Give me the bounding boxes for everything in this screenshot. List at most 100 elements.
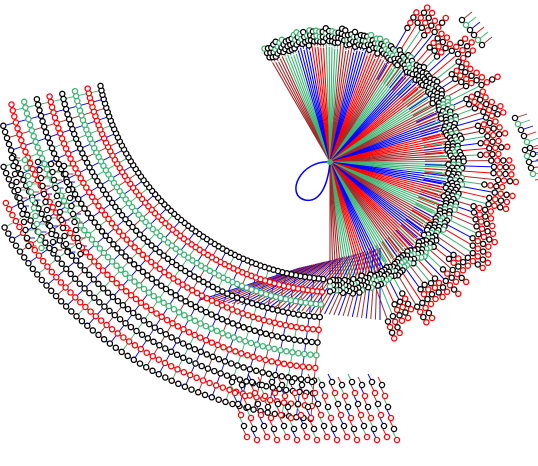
leaf-node [470, 31, 478, 39]
leaf-node [202, 322, 210, 330]
leaf-node [479, 264, 486, 272]
leaf-node [298, 381, 306, 389]
leaf-node [108, 326, 116, 333]
leaf-node [462, 21, 470, 29]
leaf-node [184, 284, 191, 291]
leaf-node [91, 219, 98, 226]
leaf-node [300, 312, 308, 319]
leaf-node [304, 325, 311, 332]
leaf-node [472, 216, 479, 223]
leaf-node [394, 324, 401, 331]
leaf-node [399, 290, 406, 297]
leaf-node [506, 177, 514, 185]
leaf-node [74, 234, 81, 242]
leaf-node [459, 267, 467, 274]
leaf-node [490, 163, 498, 171]
leaf-node [481, 181, 488, 188]
leaf-node [5, 230, 12, 237]
leaf-node [111, 311, 119, 319]
leaf-node [175, 309, 183, 316]
leaf-node [267, 414, 275, 422]
leaf-node [307, 414, 315, 422]
leaf-node [494, 157, 501, 164]
leaf-node [136, 231, 144, 238]
leaf-node [36, 107, 43, 114]
leaf-node [57, 298, 65, 305]
leaf-node [55, 124, 62, 132]
leaf-node [185, 343, 193, 350]
leaf-node [509, 192, 516, 200]
leaf-node [131, 244, 138, 251]
leaf-node [174, 337, 181, 344]
leaf-node [240, 324, 247, 331]
leaf-node [293, 362, 300, 370]
leaf-node [271, 410, 279, 418]
leaf-node [428, 9, 436, 17]
branch-edge [409, 212, 474, 254]
leaf-node [174, 278, 182, 285]
leaf-node [46, 244, 53, 252]
leaf-node [50, 109, 57, 116]
leaf-node [209, 353, 217, 361]
leaf-node [284, 374, 292, 381]
leaf-node [219, 384, 227, 391]
leaf-node [324, 403, 332, 411]
leaf-node [10, 162, 17, 170]
leaf-node [67, 270, 74, 278]
leaf-node [53, 155, 60, 163]
leaf-node [420, 290, 428, 298]
leaf-node [452, 75, 459, 83]
leaf-node [74, 170, 82, 177]
leaf-node [496, 124, 503, 131]
leaf-node [492, 118, 499, 125]
leaf-node [460, 54, 467, 62]
leaf-node [431, 47, 438, 54]
leaf-node [251, 389, 259, 397]
leaf-node [165, 272, 173, 279]
leaf-node [81, 226, 88, 234]
leaf-node [83, 184, 90, 191]
leaf-node [315, 326, 322, 334]
leaf-node [262, 356, 269, 364]
leaf-node [20, 176, 27, 184]
leaf-node [321, 392, 329, 400]
leaf-node [179, 354, 187, 362]
leaf-node [450, 259, 457, 266]
leaf-node [278, 381, 286, 389]
leaf-node [312, 364, 319, 372]
leaf-node [328, 378, 336, 386]
leaf-node [422, 19, 429, 27]
leaf-node [142, 303, 150, 310]
leaf-node [28, 127, 36, 134]
leaf-node [148, 306, 155, 314]
leaf-node [220, 344, 227, 351]
leaf-node [215, 355, 223, 363]
leaf-node [167, 362, 175, 370]
leaf-node [500, 177, 508, 184]
leaf-node [155, 370, 163, 378]
leaf-node [229, 320, 237, 327]
leaf-node [31, 171, 39, 178]
leaf-node [119, 301, 127, 309]
leaf-node [139, 268, 147, 276]
leaf-node [85, 271, 93, 279]
leaf-node [293, 323, 300, 331]
leaf-node [393, 306, 401, 314]
leaf-node [426, 44, 433, 51]
leaf-node [420, 313, 427, 321]
leaf-node [494, 110, 501, 118]
leaf-node [478, 81, 485, 89]
leaf-node [460, 158, 467, 165]
leaf-node [62, 265, 70, 273]
leaf-node [247, 339, 255, 347]
leaf-node [274, 400, 282, 408]
leaf-node [468, 39, 475, 46]
leaf-node [420, 31, 428, 39]
leaf-node [431, 28, 438, 36]
leaf-node [108, 258, 116, 265]
leaf-node [455, 263, 462, 270]
leaf-node [140, 234, 147, 242]
leaf-node [95, 223, 102, 231]
leaf-node [181, 311, 188, 319]
leaf-node [491, 196, 499, 203]
